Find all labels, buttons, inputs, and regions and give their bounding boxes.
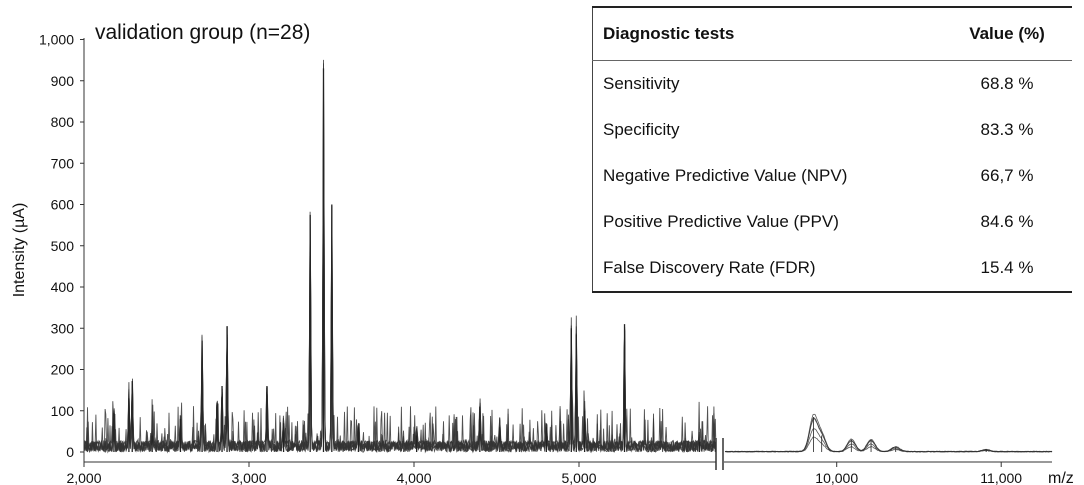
spectrum-trace-segment-2 [724,413,1053,453]
x-tick-label: 2,000 [66,470,101,485]
header-value: Value (%) [942,7,1072,61]
x-tick-label: 4,000 [396,470,431,485]
x-tick-label: 10,000 [815,470,858,485]
row-value: 15.4 % [980,258,1034,277]
y-tick-label: 900 [51,73,75,89]
y-tick-label: 600 [51,197,75,213]
table-row: Specificity 83.3 % [593,107,1073,153]
diagnostic-table: Diagnostic tests Value (%) Sensitivity 6… [592,6,1072,293]
x-tick-label: 3,000 [231,470,266,485]
x-tick-label: 11,000 [980,470,1022,485]
row-test: False Discovery Rate (FDR) [603,258,816,277]
row-test: Negative Predictive Value (NPV) [603,166,848,185]
y-tick-label: 500 [51,238,75,254]
row-value: 66,7 % [980,166,1034,185]
y-tick-label: 300 [51,320,75,336]
spectrum-trace-segment-2 [724,418,1053,453]
axis-break-marker [715,438,724,470]
row-value: 68.8 % [980,74,1034,93]
row-value: 83.3 % [980,120,1034,139]
y-tick-label: 400 [51,279,75,295]
row-value: 84.6 % [980,212,1034,231]
table-row: Sensitivity 68.8 % [593,61,1073,108]
y-tick-label: 1,000 [39,32,74,48]
table-row: Positive Predictive Value (PPV) 84.6 % [593,199,1073,245]
y-tick-label: 100 [51,403,75,419]
table-header-row: Diagnostic tests Value (%) [592,7,1072,61]
spectrum-trace-segment-2 [724,428,1053,453]
row-test: Specificity [603,120,680,139]
row-test: Positive Predictive Value (PPV) [603,212,839,231]
spectrum-trace-segment-2 [724,436,1053,453]
spectrum-trace-segment-1 [83,170,717,454]
x-axis-title: m/z [1048,470,1074,485]
row-test: Sensitivity [603,74,680,93]
y-tick-label: 200 [51,362,75,378]
chart-title: validation group (n=28) [95,21,310,44]
y-tick-label: 0 [66,444,74,460]
y-tick-label: 800 [51,114,75,130]
table-row: False Discovery Rate (FDR) 15.4 % [593,245,1073,292]
x-tick-label: 5,000 [561,470,596,485]
y-axis-title: Intensity (µA) [11,203,28,298]
y-tick-label: 700 [51,155,75,171]
header-test: Diagnostic tests [592,7,942,61]
spectrum-trace-segment-2 [725,417,1053,453]
table-row: Negative Predictive Value (NPV) 66,7 % [593,153,1073,199]
